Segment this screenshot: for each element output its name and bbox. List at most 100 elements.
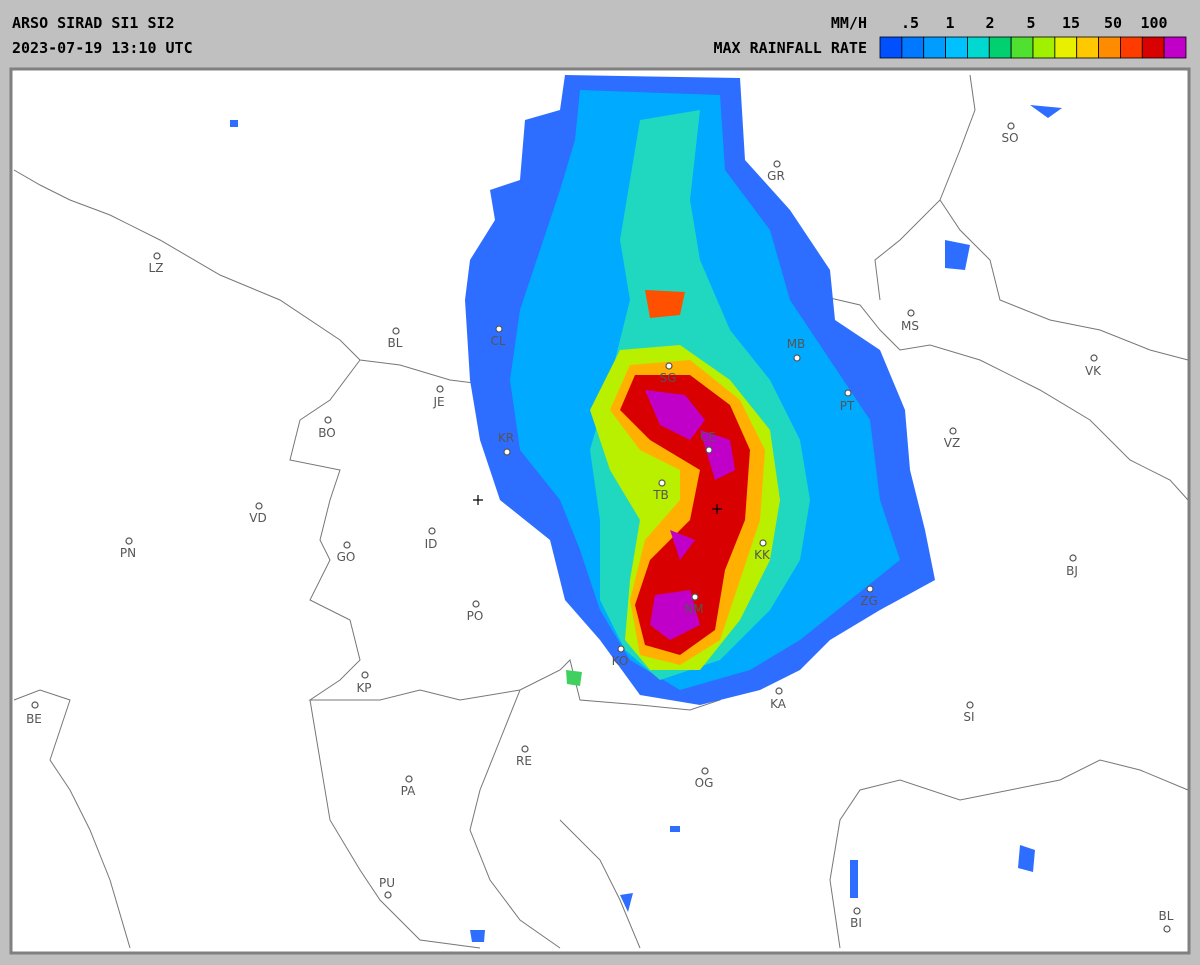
city-marker [1090, 354, 1098, 362]
city-label: BE [26, 712, 42, 726]
city-label: KK [754, 548, 771, 562]
scale-label: .5 [901, 14, 919, 32]
city-marker [495, 325, 503, 333]
legend-swatch [945, 36, 968, 59]
city-label: GR [767, 169, 785, 183]
city-label: SI [963, 710, 974, 724]
legend-swatch [1098, 36, 1121, 59]
city-label: MB [787, 337, 806, 351]
city-marker [31, 701, 39, 709]
city-marker [361, 671, 369, 679]
city-marker [436, 385, 444, 393]
city-label: ZG [860, 594, 878, 608]
legend-swatch [1120, 36, 1143, 59]
legend-swatch [901, 36, 925, 59]
city-label: PT [840, 399, 855, 413]
legend-swatch [988, 36, 1012, 59]
city-marker [775, 687, 783, 695]
scale-label: 100 [1140, 14, 1167, 32]
cities: LZ BL CL JE BO KR VD PN GO ID PO TB KK NM KO KP BE RE PA OG… [26, 122, 1174, 933]
title: ARSO SIRAD SI1 SI2 [12, 14, 175, 32]
city-label: BL [388, 336, 403, 350]
city-label: ID [425, 537, 438, 551]
city-label: TB [652, 488, 669, 502]
legend-swatch [923, 36, 946, 59]
city-label: PU [379, 876, 395, 890]
city-label: KO [612, 654, 629, 668]
scale-label: 2 [985, 14, 994, 32]
city-marker [343, 541, 351, 549]
city-label: VZ [944, 436, 960, 450]
city-label: KR [498, 431, 514, 445]
city-label: OG [695, 776, 714, 790]
city-label: BI [850, 916, 862, 930]
city-marker [1163, 925, 1171, 933]
city-marker [405, 775, 413, 783]
city-label: PA [401, 784, 416, 798]
city-label: VD [249, 511, 266, 525]
legend-swatches [879, 36, 1187, 59]
city-label: NM [684, 602, 703, 616]
city-marker [472, 600, 480, 608]
city-label: CL [490, 334, 505, 348]
city-marker [966, 701, 974, 709]
city-marker [705, 446, 713, 454]
legend-swatch [1141, 36, 1165, 59]
city-marker [125, 537, 133, 545]
city-marker [521, 745, 529, 753]
city-label: RE [516, 754, 532, 768]
city-marker [153, 252, 161, 260]
legend-swatch [1054, 36, 1078, 59]
city-marker [428, 527, 436, 535]
city-label: LZ [149, 261, 164, 275]
city-marker [691, 593, 699, 601]
timestamp: 2023-07-19 13:10 UTC [12, 39, 193, 57]
city-label: GO [337, 550, 356, 564]
city-label: SO [1001, 131, 1018, 145]
city-marker [658, 479, 666, 487]
city-marker [949, 427, 957, 435]
scale-label: 1 [945, 14, 954, 32]
city-marker [255, 502, 263, 510]
city-label: CE [700, 430, 716, 444]
scale-label: 5 [1026, 14, 1035, 32]
city-marker [617, 645, 625, 653]
city-label: PN [120, 546, 136, 560]
city-marker [793, 354, 801, 362]
city-marker [324, 416, 332, 424]
city-marker [384, 891, 392, 899]
city-marker [759, 539, 767, 547]
city-label: PO [467, 609, 484, 623]
city-marker [773, 160, 781, 168]
legend-swatch [1032, 36, 1056, 59]
city-marker [1069, 554, 1077, 562]
legend-unit: MM/H [831, 14, 867, 32]
city-label: JE [432, 395, 444, 409]
legend-label: MAX RAINFALL RATE [713, 39, 867, 57]
city-label: KP [356, 681, 371, 695]
legend-swatch [1010, 36, 1034, 59]
radar-sites [473, 495, 722, 514]
scale-label: 50 [1104, 14, 1122, 32]
city-marker [907, 309, 915, 317]
legend-swatch [1163, 36, 1187, 59]
city-marker [1007, 122, 1015, 130]
legend-swatch [1076, 36, 1099, 59]
city-label: BJ [1066, 564, 1078, 578]
legend-swatch [879, 36, 903, 59]
city-label: MS [901, 319, 919, 333]
city-marker [866, 585, 874, 593]
city-label: KA [770, 697, 787, 711]
city-marker [844, 389, 852, 397]
scale-label: 15 [1062, 14, 1080, 32]
city-label: BO [318, 426, 335, 440]
city-label: SG [660, 371, 677, 385]
city-label: VK [1085, 364, 1102, 378]
city-label: BL [1159, 909, 1174, 923]
radar-echo [230, 75, 1062, 942]
city-marker [503, 448, 511, 456]
legend-swatch [967, 36, 990, 59]
city-marker [701, 767, 709, 775]
city-marker [665, 362, 673, 370]
